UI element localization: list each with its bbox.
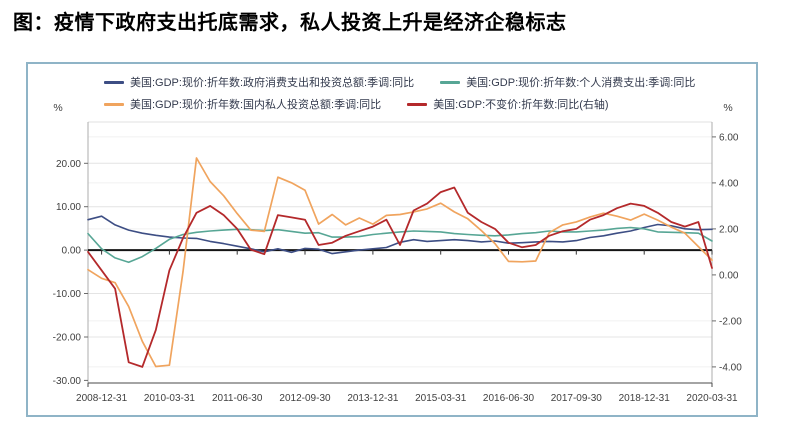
series-line-1 <box>87 226 713 264</box>
legend-swatch-icon <box>407 102 428 106</box>
svg-text:10.00: 10.00 <box>56 202 81 213</box>
svg-text:2015-03-31: 2015-03-31 <box>415 393 467 404</box>
svg-text:20.00: 20.00 <box>56 159 81 170</box>
left-axis-labels: 20.00 10.00 0.00 -10.00 -20.00 -30.00% <box>53 102 88 387</box>
legend-label: 美国:GDP:现价:折年数:国内私人投资总额:季调:同比 <box>130 99 382 111</box>
page-title: 图：疫情下政府支出托底需求，私人投资上升是经济企稳标志 <box>13 10 567 34</box>
legend-item: 美国:GDP:现价:折年数:国内私人投资总额:季调:同比 <box>104 96 381 112</box>
series-line-3 <box>87 186 713 368</box>
legend-label: 美国:GDP:现价:折年数:政府消费支出和投资总额:季调:同比 <box>130 77 415 89</box>
svg-text:-2.00: -2.00 <box>719 316 742 327</box>
svg-text:2018-12-31: 2018-12-31 <box>619 393 671 404</box>
legend-item: 美国:GDP:现价:折年数:个人消费支出:季调:同比 <box>440 74 695 90</box>
svg-text:0.00: 0.00 <box>719 270 739 281</box>
legend-swatch-icon <box>104 102 124 106</box>
chart-legend: 美国:GDP:现价:折年数:政府消费支出和投资总额:季调:同比 美国:GDP:现价… <box>28 71 764 115</box>
svg-text:2008-12-31: 2008-12-31 <box>76 393 128 404</box>
gridlines <box>88 136 712 368</box>
series-line-0 <box>87 215 713 255</box>
svg-text:0.00: 0.00 <box>62 246 82 257</box>
svg-text:2012-09-30: 2012-09-30 <box>279 393 331 404</box>
svg-text:-4.00: -4.00 <box>719 362 742 373</box>
svg-text:2010-03-31: 2010-03-31 <box>144 393 196 404</box>
legend-swatch-icon <box>440 80 461 84</box>
legend-label: 美国:GDP:现价:折年数:个人消费支出:季调:同比 <box>466 77 696 89</box>
legend-row: 美国:GDP:现价:折年数:政府消费支出和投资总额:季调:同比 美国:GDP:现价… <box>104 71 764 93</box>
svg-text:6.00: 6.00 <box>719 132 739 143</box>
svg-text:4.00: 4.00 <box>719 178 739 189</box>
x-axis-labels: 2008-12-31 2010-03-31 2011-06-30 2012-09-30… <box>76 250 738 404</box>
legend-label: 美国:GDP:不变价:折年数:同比(右轴) <box>433 99 609 111</box>
svg-text:-10.00: -10.00 <box>53 289 82 300</box>
svg-text:2017-09-30: 2017-09-30 <box>551 393 603 404</box>
legend-item: 美国:GDP:现价:折年数:政府消费支出和投资总额:季调:同比 <box>104 74 414 90</box>
chart-plot: 20.00 10.00 0.00 -10.00 -20.00 -30.00% 6.00 4.0… <box>53 102 743 404</box>
left-axis-unit: % <box>53 102 62 114</box>
svg-text:2011-06-30: 2011-06-30 <box>212 393 263 404</box>
svg-text:2013-12-31: 2013-12-31 <box>347 393 399 404</box>
series-line-2 <box>87 157 713 368</box>
svg-text:-30.00: -30.00 <box>53 376 82 387</box>
right-axis-labels: 6.00 4.00 2.00 0.00 -2.00 -4.00% <box>712 102 742 373</box>
svg-text:2016-06-30: 2016-06-30 <box>483 393 535 404</box>
legend-row: 美国:GDP:现价:折年数:国内私人投资总额:季调:同比 美国:GDP:不变价:折… <box>104 93 764 115</box>
plot-frame <box>87 121 713 387</box>
svg-text:-20.00: -20.00 <box>53 333 82 344</box>
legend-item: 美国:GDP:不变价:折年数:同比(右轴) <box>407 96 609 112</box>
legend-swatch-icon <box>104 80 124 84</box>
svg-text:2020-03-31: 2020-03-31 <box>686 393 738 404</box>
right-axis-unit: % <box>723 102 732 114</box>
svg-text:2.00: 2.00 <box>719 224 739 235</box>
chart-frame: 20.00 10.00 0.00 -10.00 -20.00 -30.00% 6.00 4.0… <box>26 62 758 417</box>
